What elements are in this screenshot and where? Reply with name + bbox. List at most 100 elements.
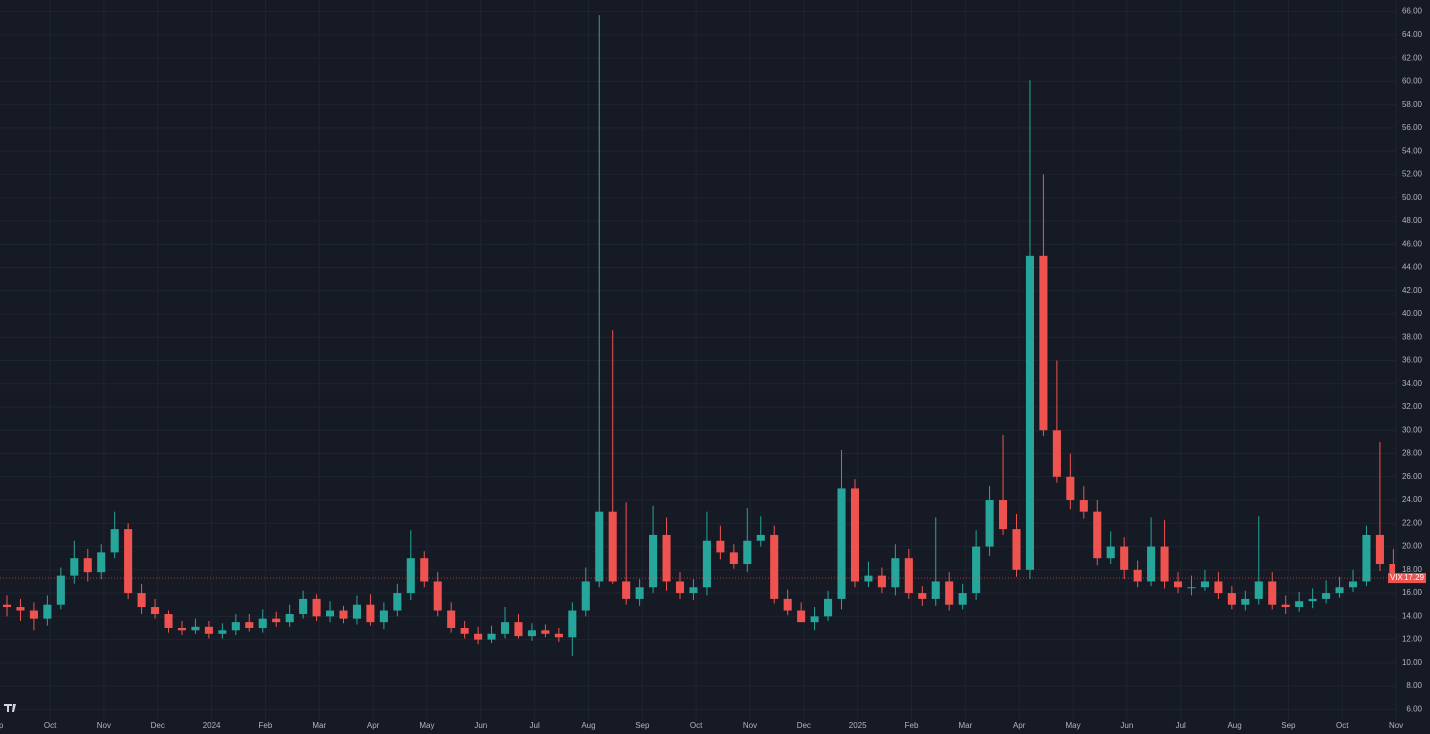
x-tick-label: Jul	[530, 721, 540, 730]
candle-body	[1200, 581, 1209, 588]
candle-body	[850, 488, 860, 582]
candle-body	[514, 622, 523, 637]
x-tick-label: Nov	[743, 721, 757, 730]
candle-body	[352, 604, 361, 619]
x-tick-label: Oct	[690, 721, 703, 730]
candle-body	[675, 581, 685, 594]
candle-body	[393, 593, 402, 611]
x-tick-label: Feb	[905, 721, 919, 730]
y-tick-label: 42.00	[1402, 286, 1423, 295]
candle-body	[1093, 511, 1102, 559]
candle-body	[662, 534, 671, 582]
x-tick-label: Sep	[0, 721, 4, 730]
candle-body	[716, 540, 725, 553]
y-tick-label: 40.00	[1402, 309, 1423, 318]
y-tick-label: 50.00	[1402, 193, 1423, 202]
y-tick-label: 38.00	[1402, 332, 1423, 341]
y-tick-label: 58.00	[1402, 100, 1423, 109]
y-tick-label: 20.00	[1402, 542, 1423, 551]
x-tick-label: Nov	[97, 721, 111, 730]
candle-body	[1187, 587, 1196, 589]
candle-body	[1322, 593, 1331, 599]
candle-body	[864, 575, 873, 582]
y-tick-label: 46.00	[1402, 239, 1423, 248]
candle-body	[56, 575, 65, 605]
candle-body	[16, 607, 25, 611]
candle-body	[258, 618, 267, 628]
x-tick-label: Jun	[474, 721, 487, 730]
axes: 6.00 8.00 10.00 12.00 14.00 16.00 18.00 20.00 22…	[0, 7, 1426, 730]
candle-body	[541, 630, 550, 634]
candle-body	[164, 614, 173, 628]
candle-body	[945, 581, 954, 605]
candle-body	[191, 626, 200, 631]
candle-body	[1039, 255, 1048, 431]
candle-body	[770, 534, 779, 599]
y-tick-label: 10.00	[1402, 658, 1423, 667]
tag-name: VIX	[1390, 573, 1404, 582]
candle-body	[729, 552, 738, 565]
candle-body	[1079, 500, 1088, 512]
candle-body	[635, 587, 644, 599]
y-tick-label: 32.00	[1402, 402, 1423, 411]
y-tick-label: 54.00	[1402, 146, 1423, 155]
candle-body	[218, 630, 227, 634]
candle-body	[124, 529, 133, 594]
x-tick-label: May	[419, 721, 434, 730]
y-tick-label: 34.00	[1402, 379, 1423, 388]
x-tick-label: Dec	[151, 721, 165, 730]
candle-body	[985, 500, 994, 547]
x-tick-label: Nov	[1389, 721, 1403, 730]
candle-body	[366, 604, 375, 623]
y-tick-label: 8.00	[1406, 681, 1422, 690]
candle-body	[272, 618, 281, 623]
y-tick-label: 44.00	[1402, 263, 1423, 272]
candle-body	[1025, 255, 1035, 570]
y-tick-label: 56.00	[1402, 123, 1423, 132]
x-tick-label: Aug	[581, 721, 595, 730]
candle-body	[151, 607, 160, 615]
candle-body	[1227, 593, 1236, 605]
candle-body	[891, 558, 900, 588]
candle-body	[622, 581, 631, 599]
y-tick-label: 30.00	[1402, 425, 1423, 434]
y-tick-label: 60.00	[1402, 77, 1423, 86]
candle-body	[1052, 430, 1061, 477]
candle-body	[204, 626, 213, 634]
x-tick-label: May	[1065, 721, 1080, 730]
candle-body	[702, 540, 711, 588]
candle-body	[83, 558, 92, 573]
candle-body	[958, 593, 967, 605]
y-tick-label: 26.00	[1402, 472, 1423, 481]
candle-body	[312, 598, 321, 617]
x-tick-label: Dec	[797, 721, 811, 730]
candle-body	[1106, 546, 1115, 559]
candle-body	[110, 529, 119, 553]
candle-body	[70, 558, 79, 576]
y-tick-label: 28.00	[1402, 449, 1423, 458]
candle-body	[743, 540, 752, 565]
candle-body	[433, 581, 442, 611]
candle-body	[595, 511, 604, 582]
candle-body	[406, 558, 415, 594]
y-tick-label: 12.00	[1402, 635, 1423, 644]
candle-body	[1147, 546, 1156, 582]
candle-body	[1281, 604, 1290, 608]
candle-body	[43, 604, 52, 619]
candle-body	[649, 534, 658, 588]
candle-body	[245, 622, 254, 628]
candle-body	[97, 552, 106, 573]
x-tick-label: Mar	[312, 721, 326, 730]
x-tick-label: Apr	[367, 721, 380, 730]
x-tick-label: Jul	[1176, 721, 1186, 730]
candle-body	[1254, 581, 1263, 599]
candle-body	[1173, 581, 1183, 588]
y-tick-label: 14.00	[1402, 611, 1423, 620]
y-tick-label: 18.00	[1402, 565, 1423, 574]
y-tick-label: 6.00	[1406, 704, 1422, 713]
y-tick-label: 22.00	[1402, 518, 1423, 527]
y-tick-label: 36.00	[1402, 356, 1423, 365]
x-tick-label: Jun	[1120, 721, 1133, 730]
y-tick-label: 24.00	[1402, 495, 1423, 504]
